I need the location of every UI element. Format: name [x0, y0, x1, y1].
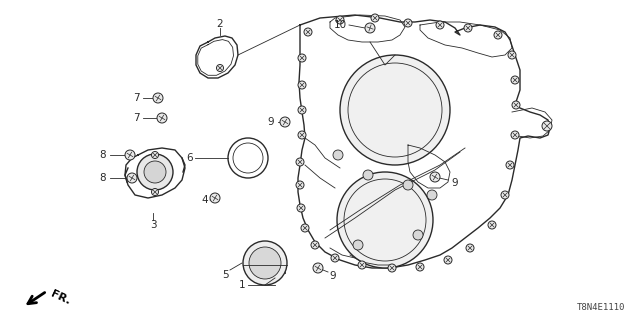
Circle shape: [542, 121, 552, 131]
Text: FR.: FR.: [49, 289, 72, 307]
Circle shape: [152, 151, 159, 158]
Circle shape: [337, 172, 433, 268]
Circle shape: [153, 93, 163, 103]
Circle shape: [216, 65, 223, 71]
Circle shape: [358, 261, 366, 269]
Circle shape: [403, 180, 413, 190]
Circle shape: [298, 106, 306, 114]
Text: 3: 3: [150, 220, 156, 230]
Circle shape: [152, 188, 159, 196]
Text: 2: 2: [217, 19, 223, 29]
Circle shape: [413, 230, 423, 240]
Circle shape: [297, 204, 305, 212]
Circle shape: [331, 254, 339, 262]
Text: 7: 7: [132, 93, 140, 103]
Circle shape: [333, 150, 343, 160]
Circle shape: [506, 161, 514, 169]
Circle shape: [466, 244, 474, 252]
Circle shape: [508, 51, 516, 59]
Circle shape: [127, 173, 137, 183]
Circle shape: [427, 190, 437, 200]
Circle shape: [296, 158, 304, 166]
Circle shape: [301, 224, 309, 232]
Circle shape: [444, 256, 452, 264]
Circle shape: [511, 76, 519, 84]
Circle shape: [404, 19, 412, 27]
Circle shape: [313, 263, 323, 273]
Circle shape: [501, 191, 509, 199]
Circle shape: [340, 55, 450, 165]
Circle shape: [416, 263, 424, 271]
Circle shape: [298, 81, 306, 89]
Circle shape: [464, 24, 472, 32]
Circle shape: [298, 54, 306, 62]
Circle shape: [296, 181, 304, 189]
Circle shape: [280, 117, 290, 127]
Circle shape: [488, 221, 496, 229]
Circle shape: [336, 16, 344, 24]
Circle shape: [157, 113, 167, 123]
Text: 6: 6: [187, 153, 193, 163]
Text: 4: 4: [202, 195, 208, 205]
Circle shape: [494, 31, 502, 39]
Text: 1: 1: [239, 280, 245, 290]
Circle shape: [363, 170, 373, 180]
Text: T8N4E1110: T8N4E1110: [577, 303, 625, 312]
Circle shape: [125, 150, 135, 160]
Circle shape: [137, 154, 173, 190]
Text: 8: 8: [100, 150, 106, 160]
Text: 9: 9: [330, 271, 336, 281]
Text: 9: 9: [268, 117, 275, 127]
Circle shape: [144, 161, 166, 183]
Circle shape: [353, 240, 363, 250]
Circle shape: [436, 21, 444, 29]
Circle shape: [430, 172, 440, 182]
Circle shape: [243, 241, 287, 285]
Circle shape: [365, 23, 375, 33]
Text: 10: 10: [333, 20, 347, 30]
Text: 5: 5: [221, 270, 228, 280]
Circle shape: [304, 28, 312, 36]
Circle shape: [210, 193, 220, 203]
Circle shape: [249, 247, 281, 279]
Text: 9: 9: [452, 178, 458, 188]
Circle shape: [511, 131, 519, 139]
Circle shape: [371, 14, 379, 22]
Circle shape: [298, 131, 306, 139]
Circle shape: [311, 241, 319, 249]
Text: 7: 7: [132, 113, 140, 123]
Text: 8: 8: [100, 173, 106, 183]
Circle shape: [388, 264, 396, 272]
Circle shape: [512, 101, 520, 109]
